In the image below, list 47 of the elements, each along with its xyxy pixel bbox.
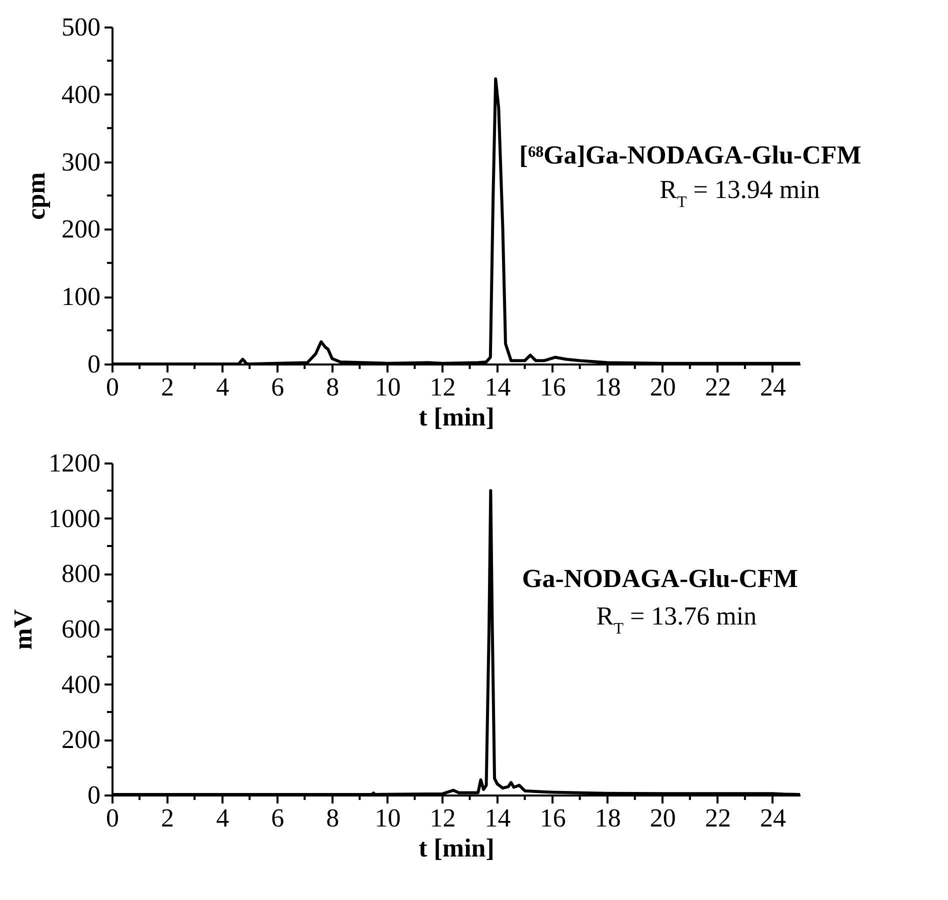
y-tick-label: 500 [62, 12, 100, 42]
y-tick-label: 600 [62, 614, 100, 644]
y-axis-title: cpm [22, 172, 50, 220]
x-tick-label: 22 [704, 804, 731, 832]
x-tick-label: 12 [430, 372, 456, 402]
x-tick-label: 20 [650, 372, 676, 402]
x-tick-label: 6 [271, 804, 284, 832]
x-tick-label: 4 [216, 804, 230, 832]
x-tick-label: 6 [271, 372, 284, 402]
x-tick-label: 10 [374, 372, 401, 402]
x-tick-label: 10 [374, 804, 401, 832]
x-tick-label: 16 [540, 804, 566, 832]
x-tick-label: 4 [216, 372, 230, 402]
x-tick-label: 0 [106, 372, 119, 402]
x-tick-label: 14 [484, 372, 511, 402]
x-tick-label: 16 [540, 372, 566, 402]
x-tick-label: 18 [594, 372, 621, 402]
x-tick-label: 2 [161, 804, 174, 832]
annotation: [⁶⁸Ga]Ga-NODAGA-Glu-CFM [519, 140, 862, 170]
y-tick-label: 100 [62, 282, 100, 312]
y-tick-label: 0 [88, 780, 100, 810]
annotation: Ga-NODAGA-Glu-CFM [522, 564, 798, 594]
y-tick-label: 0 [88, 350, 100, 378]
x-tick-label: 2 [161, 372, 174, 402]
x-tick-label: 8 [326, 804, 340, 832]
x-axis-title: t [min] [418, 834, 494, 862]
y-axis-title: mV [8, 609, 38, 650]
y-tick-label: 400 [62, 80, 100, 109]
x-tick-label: 24 [760, 372, 786, 402]
x-axis-title: t [min] [418, 402, 494, 432]
x-tick-label: 12 [430, 804, 456, 832]
x-tick-label: 22 [704, 372, 731, 402]
y-tick-label: 1000 [48, 504, 100, 533]
y-tick-label: 200 [62, 725, 100, 754]
y-tick-label: 300 [62, 147, 100, 176]
x-tick-label: 8 [326, 372, 340, 402]
x-tick-label: 14 [484, 804, 511, 832]
x-tick-label: 24 [760, 804, 786, 832]
y-tick-label: 400 [62, 670, 100, 699]
x-tick-label: 0 [106, 804, 119, 832]
annotation: R$_{T}$ = 13.76 min [596, 602, 757, 638]
y-tick-label: 1200 [48, 448, 100, 478]
x-tick-label: 18 [594, 804, 621, 832]
y-tick-label: 200 [62, 214, 100, 244]
y-tick-label: 800 [62, 559, 100, 588]
annotation: R$_{T}$ = 13.94 min [660, 175, 820, 211]
x-tick-label: 20 [650, 804, 676, 832]
